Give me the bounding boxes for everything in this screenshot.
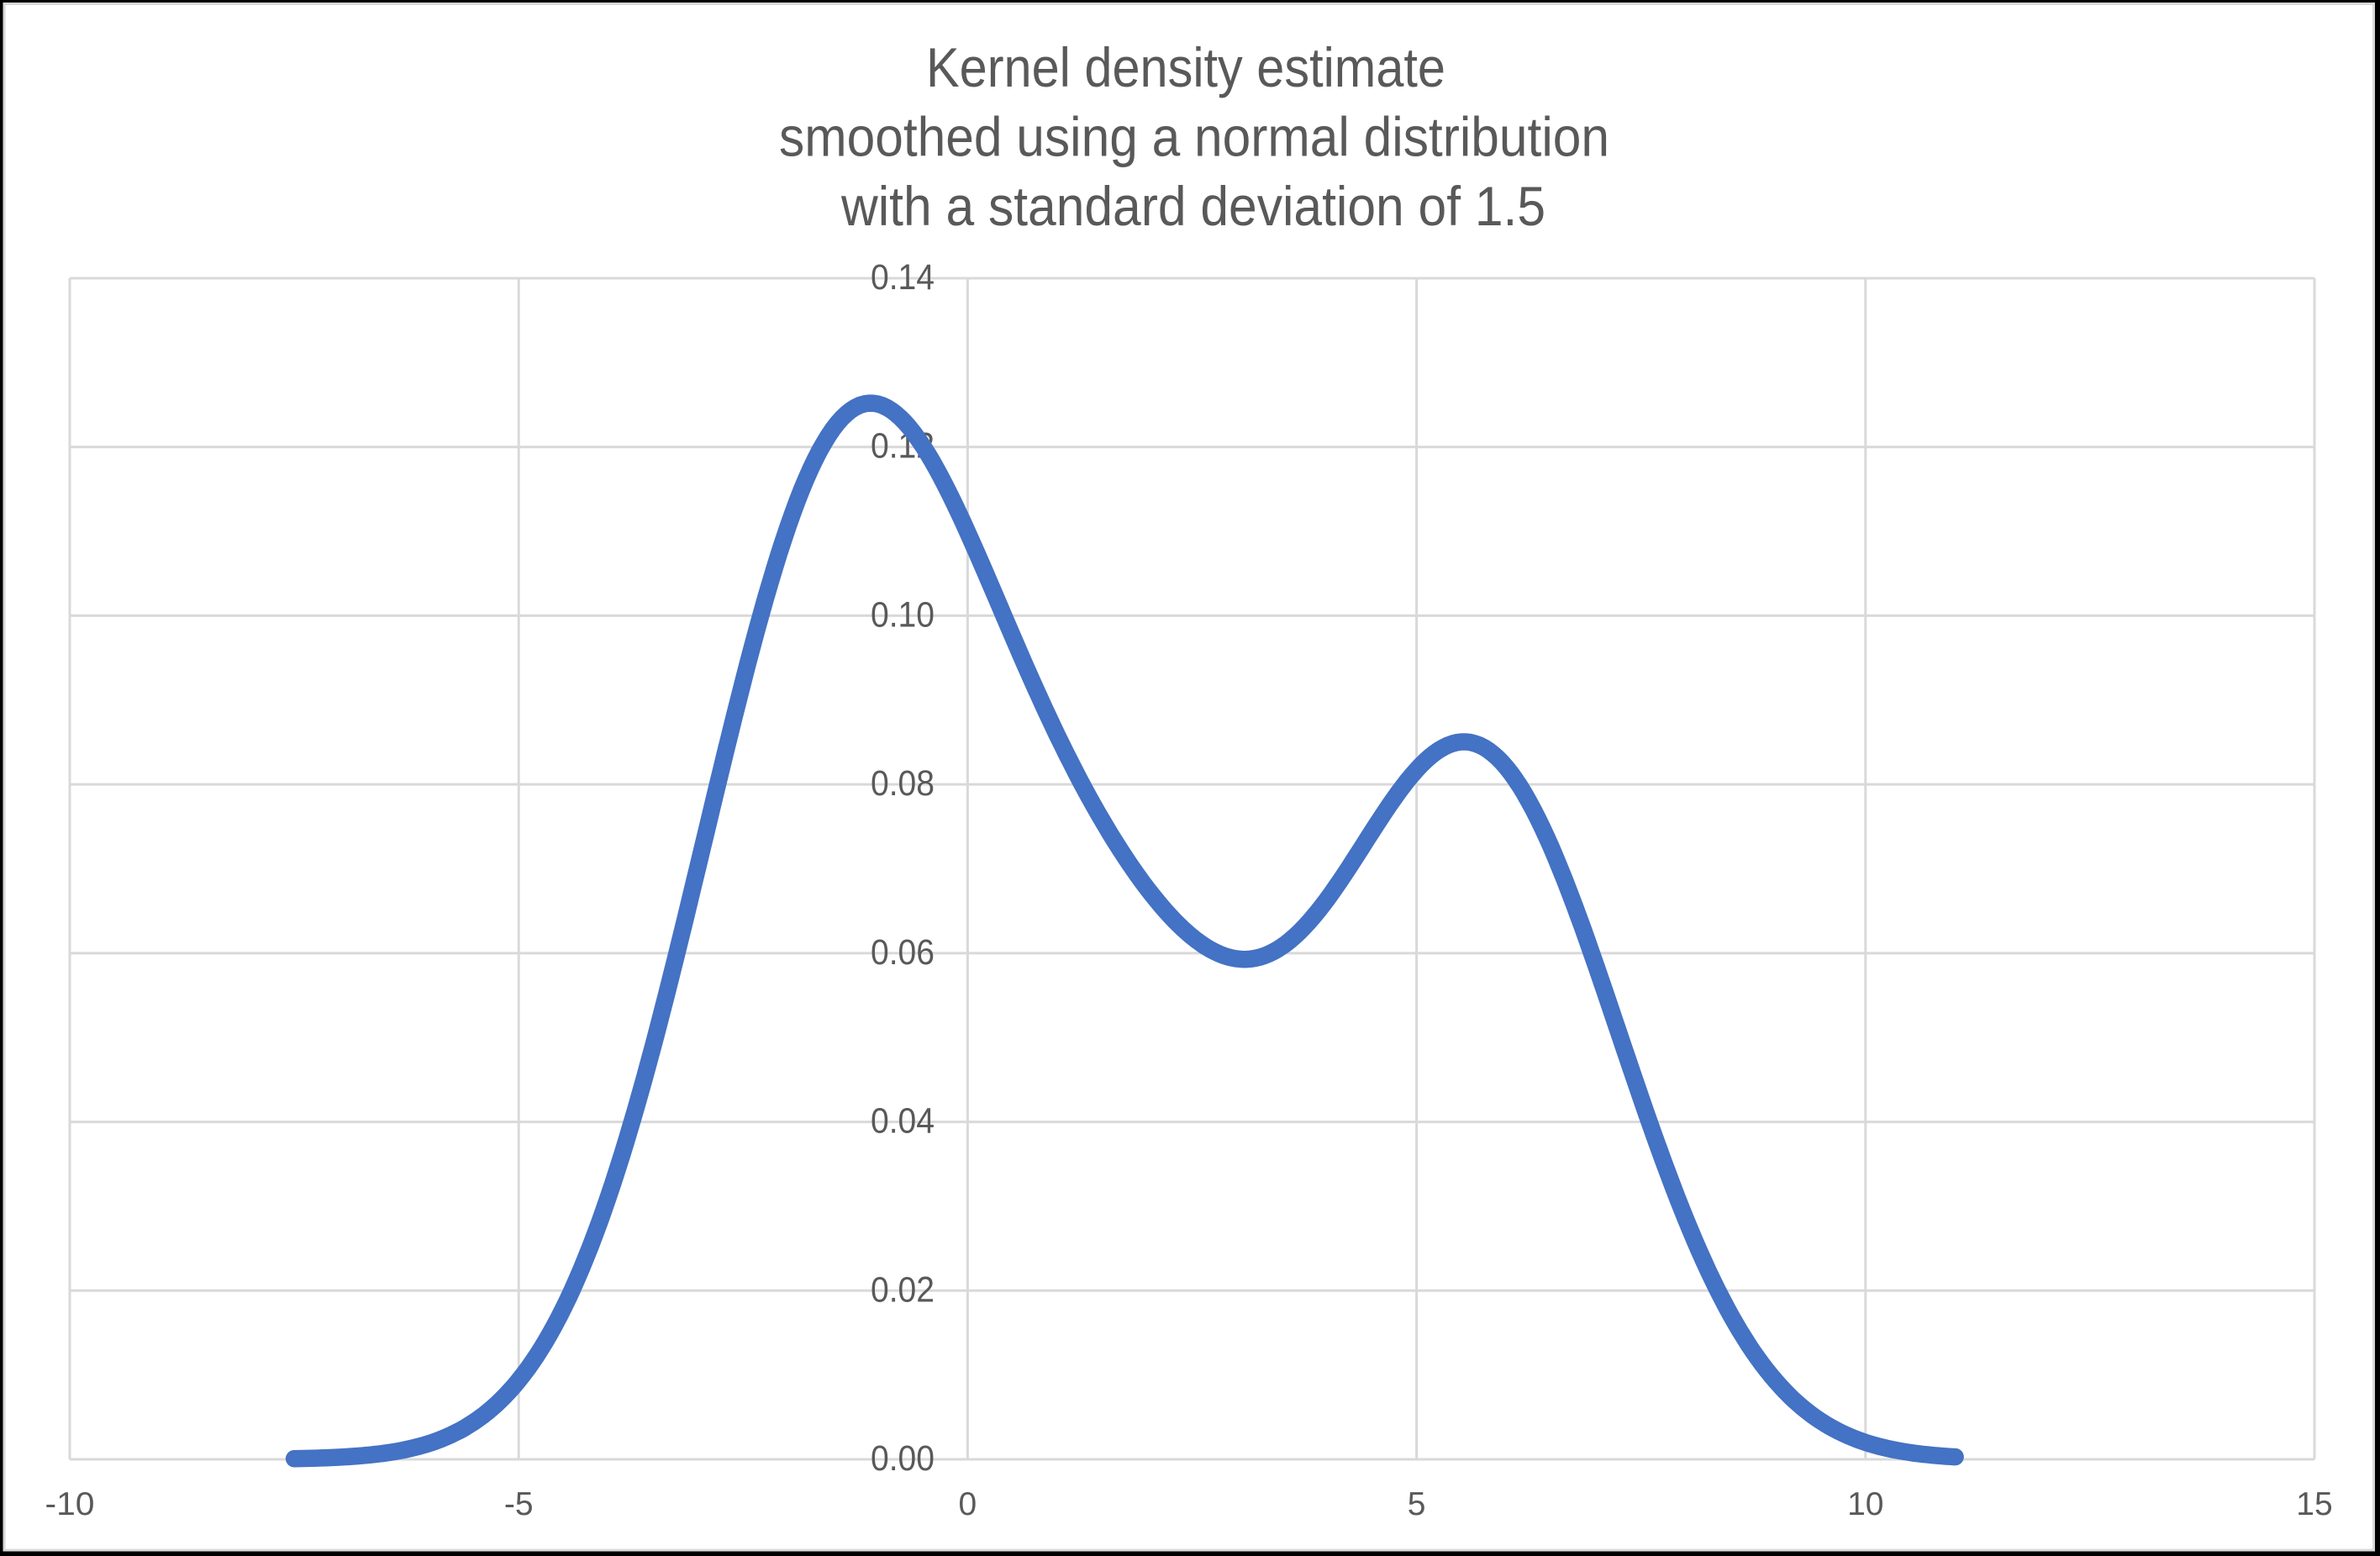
- svg-text:5: 5: [1408, 1486, 1426, 1522]
- svg-text:Kernel density estimate: Kernel density estimate: [926, 36, 1445, 98]
- svg-text:0.10: 0.10: [871, 594, 935, 635]
- svg-text:0.06: 0.06: [871, 932, 935, 973]
- svg-text:10: 10: [1847, 1486, 1883, 1522]
- svg-text:0.04: 0.04: [871, 1101, 935, 1142]
- svg-text:-5: -5: [504, 1486, 534, 1522]
- svg-text:with a standard deviation of 1: with a standard deviation of 1.5: [840, 175, 1545, 237]
- svg-text:0: 0: [959, 1486, 977, 1522]
- svg-text:15: 15: [2296, 1486, 2332, 1522]
- svg-text:0.08: 0.08: [871, 763, 935, 804]
- svg-text:0.14: 0.14: [871, 257, 935, 298]
- svg-text:smoothed using a normal distri: smoothed using a normal distribution: [779, 106, 1609, 168]
- svg-text:0.00: 0.00: [871, 1438, 935, 1479]
- svg-text:0.02: 0.02: [871, 1269, 935, 1310]
- svg-text:-10: -10: [45, 1486, 95, 1522]
